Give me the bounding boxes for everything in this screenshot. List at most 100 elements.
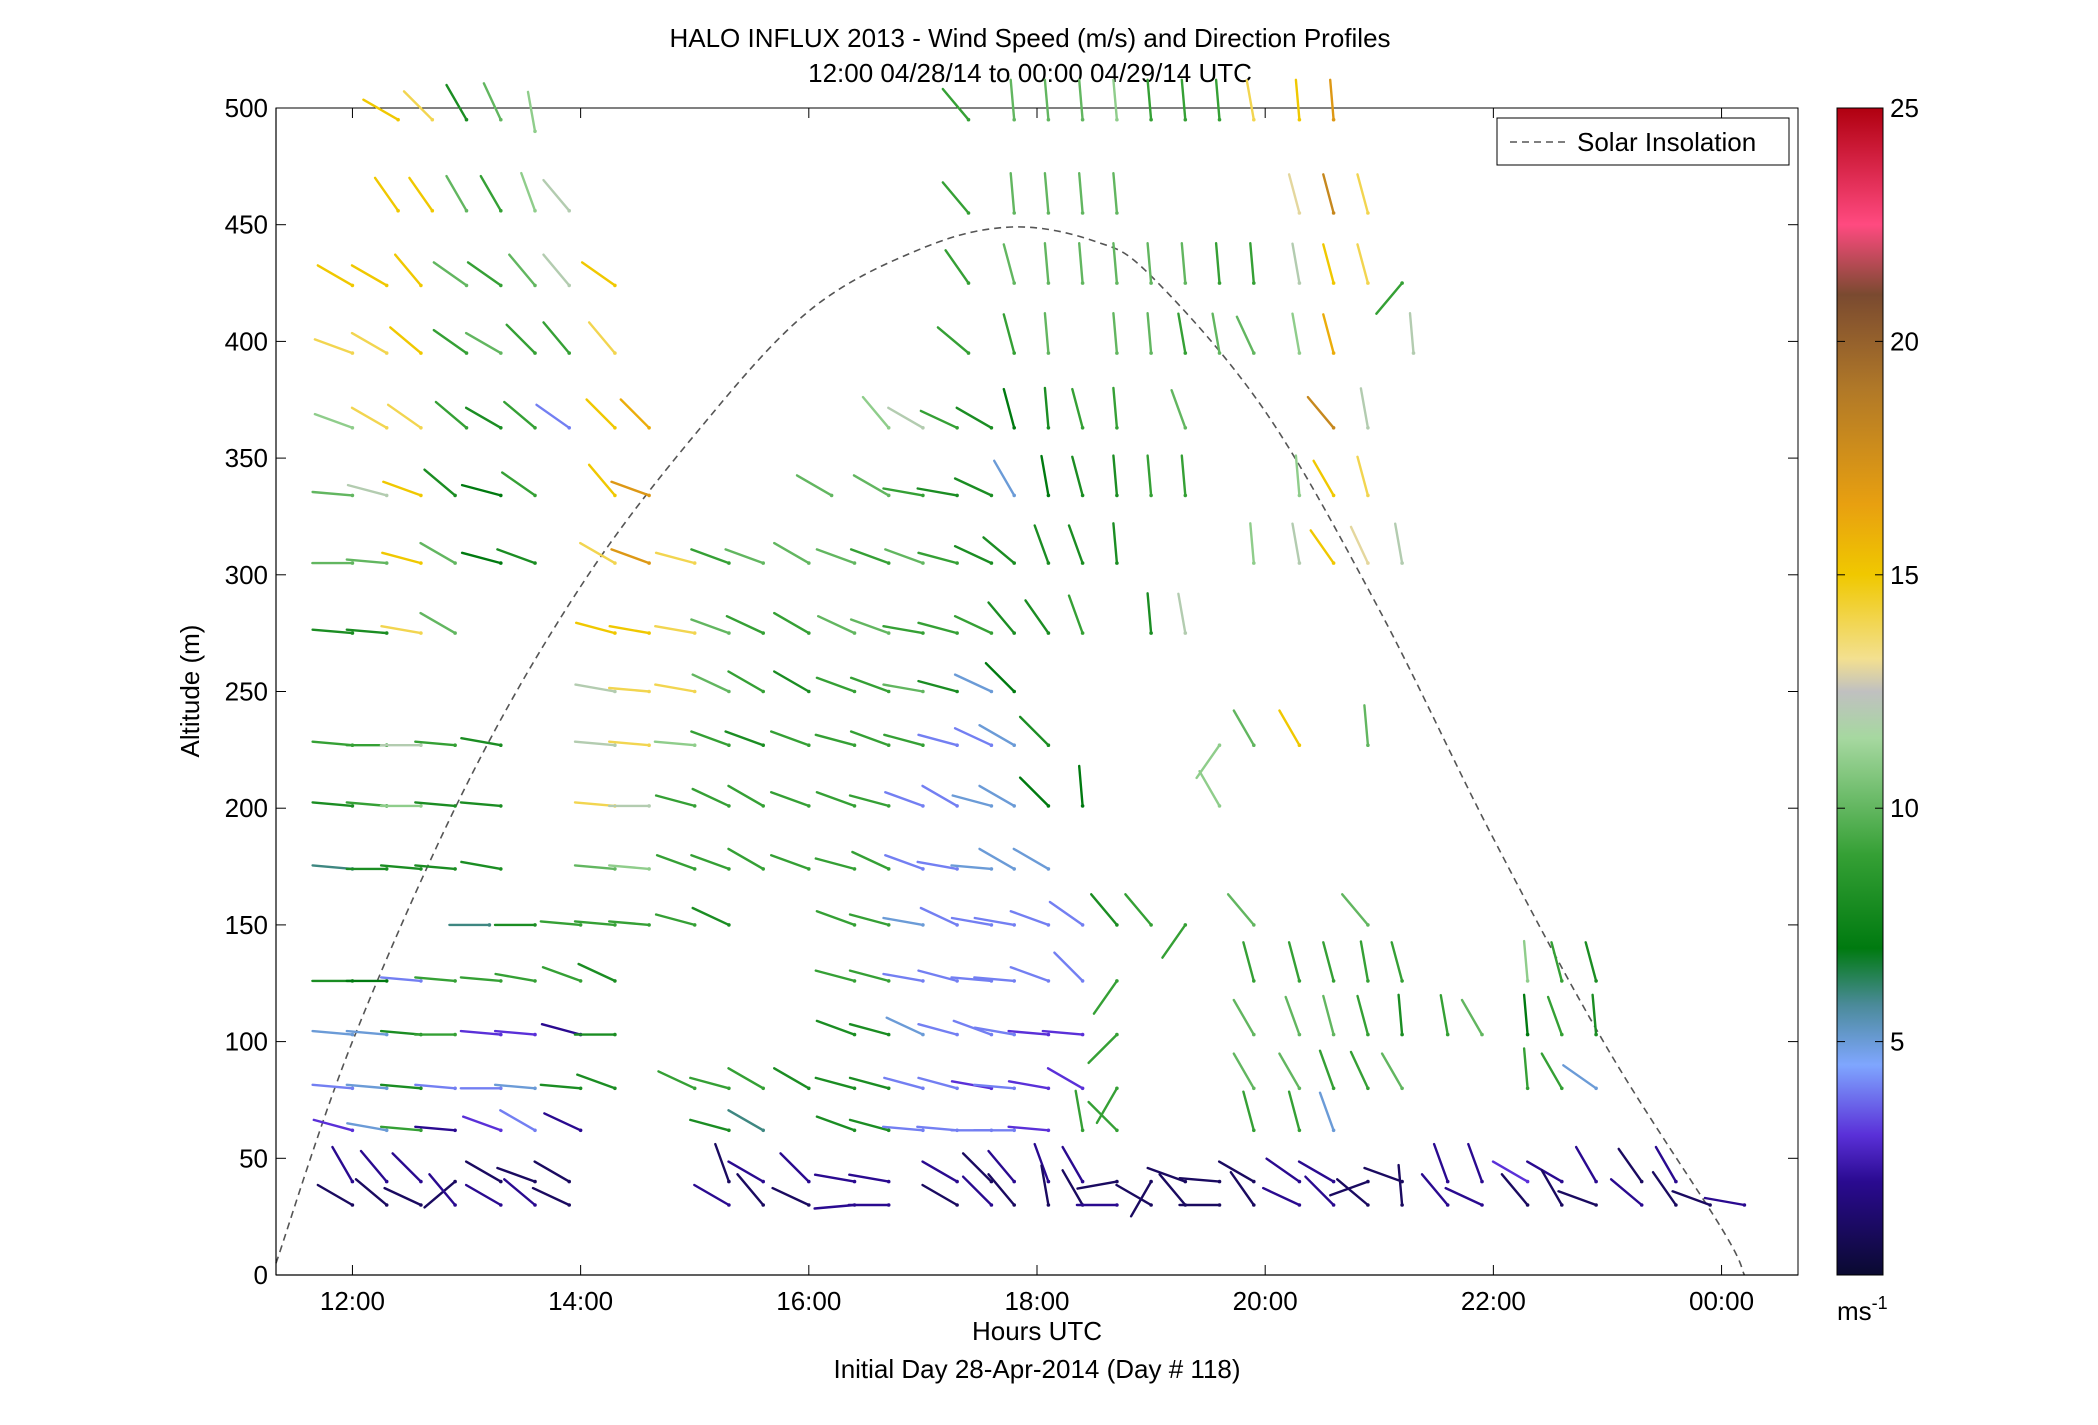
wind-barb-base xyxy=(1560,1203,1564,1207)
wind-barb xyxy=(573,920,617,927)
wind-barb xyxy=(464,1183,503,1207)
wind-barb-shaft xyxy=(725,615,765,635)
wind-barb-shaft xyxy=(402,90,434,121)
wind-barb-base xyxy=(852,1128,857,1133)
wind-barb-shaft xyxy=(973,916,1016,927)
wind-barb xyxy=(493,1029,537,1037)
wind-barb-base xyxy=(807,689,811,694)
wind-barb-shaft xyxy=(1041,1029,1084,1036)
wind-barb xyxy=(848,1076,891,1091)
wind-barb-shaft xyxy=(1322,173,1335,215)
wind-barb-shaft xyxy=(1074,1089,1084,1132)
wind-barb xyxy=(1467,1142,1484,1184)
wind-barb xyxy=(345,558,389,565)
wind-barb-base xyxy=(1046,804,1051,808)
wind-barb-shaft xyxy=(849,618,890,635)
wind-barb xyxy=(414,1125,457,1133)
wind-barb xyxy=(1177,592,1188,635)
wind-barb-base xyxy=(955,1179,959,1184)
wind-barb-base xyxy=(852,743,857,747)
wind-barb-shaft xyxy=(1574,1145,1598,1183)
wind-barb xyxy=(982,536,1016,565)
wind-barb-shaft xyxy=(770,854,810,871)
wind-barb xyxy=(1322,243,1336,285)
wind-barb xyxy=(493,923,537,927)
wind-barb xyxy=(1242,1090,1256,1133)
wind-barb-base xyxy=(1331,426,1336,430)
wind-barb-shaft xyxy=(1291,312,1301,355)
wind-barb-shaft xyxy=(1432,1142,1449,1183)
wind-barb-base xyxy=(419,631,423,635)
wind-barb-base xyxy=(727,631,731,635)
wind-barb-shaft xyxy=(953,545,993,565)
wind-barb-shaft xyxy=(848,794,890,808)
wind-barb-shaft xyxy=(1242,1090,1256,1132)
wind-barb xyxy=(383,1186,423,1207)
wind-barb-shaft xyxy=(919,409,959,429)
wind-barb xyxy=(414,801,457,808)
wind-barb-shaft xyxy=(533,1160,571,1183)
wind-barb-base xyxy=(1183,631,1188,635)
wind-barb-base xyxy=(886,1203,891,1207)
wind-barb-base xyxy=(499,743,503,747)
wind-barb-base xyxy=(567,208,571,213)
wind-barb-base xyxy=(1115,1179,1119,1184)
wind-barb xyxy=(1318,1049,1336,1091)
wind-barb xyxy=(494,972,537,983)
wind-barb-shaft xyxy=(459,801,502,808)
wind-barb xyxy=(1161,923,1188,959)
wind-barb-shaft xyxy=(1284,995,1301,1036)
wind-barb-shaft xyxy=(494,972,537,983)
wind-barb-base xyxy=(464,426,469,430)
wind-barb xyxy=(1654,1145,1678,1184)
wind-barb-base xyxy=(1366,1032,1370,1037)
wind-barb-base xyxy=(1080,631,1085,635)
wind-barb xyxy=(885,1016,925,1037)
wind-barb-shaft xyxy=(1211,312,1221,355)
wind-barb-base xyxy=(829,493,834,498)
wind-barb-base xyxy=(578,979,583,983)
wind-barb-base xyxy=(1297,1032,1302,1037)
wind-barb-shaft xyxy=(1146,592,1153,635)
wind-barb-shaft xyxy=(773,670,810,693)
wind-barb xyxy=(1177,312,1188,355)
wind-barb-shaft xyxy=(815,910,856,927)
wind-barb xyxy=(381,551,423,565)
wind-barb xyxy=(311,1083,355,1091)
wind-barb-base xyxy=(886,561,891,565)
wind-barb-base xyxy=(1252,1203,1256,1207)
wind-barb-base xyxy=(1080,804,1085,808)
wind-barb-base xyxy=(1297,117,1302,122)
wind-barb-shaft xyxy=(1087,1100,1119,1132)
wind-barb xyxy=(542,178,571,213)
wind-barb xyxy=(1617,1147,1644,1184)
wind-barb xyxy=(1562,1064,1598,1091)
wind-barb xyxy=(573,740,617,747)
wind-barb-shaft xyxy=(961,1175,993,1207)
wind-barb-shaft xyxy=(950,976,993,983)
wind-barb xyxy=(445,174,469,213)
wind-barb-shaft xyxy=(882,625,925,635)
wind-barb xyxy=(921,1183,959,1207)
wind-barb-shaft xyxy=(727,670,765,693)
wind-barb-shaft xyxy=(1067,524,1084,565)
wind-barb xyxy=(849,730,891,747)
wind-barb xyxy=(1491,1160,1530,1184)
wind-barb-shaft xyxy=(316,264,354,287)
wind-barb-shaft xyxy=(574,683,617,693)
wind-barb-base xyxy=(1525,1203,1530,1207)
wind-barb-shaft xyxy=(331,1145,354,1183)
wind-barb-base xyxy=(807,804,811,808)
wind-barb-shaft xyxy=(1591,993,1598,1036)
wind-barb-base xyxy=(384,561,389,565)
wind-barb-base xyxy=(350,1032,355,1037)
wind-barb xyxy=(1112,78,1119,122)
wind-barb-base xyxy=(419,561,423,565)
wind-barb-base xyxy=(1297,351,1302,355)
wind-barb xyxy=(654,913,697,927)
wind-barb-shaft xyxy=(773,1067,810,1090)
wind-barb-shaft xyxy=(460,737,502,747)
wind-barb-base xyxy=(852,561,857,565)
wind-barb xyxy=(466,261,503,288)
wind-barb-shaft xyxy=(539,1083,582,1090)
